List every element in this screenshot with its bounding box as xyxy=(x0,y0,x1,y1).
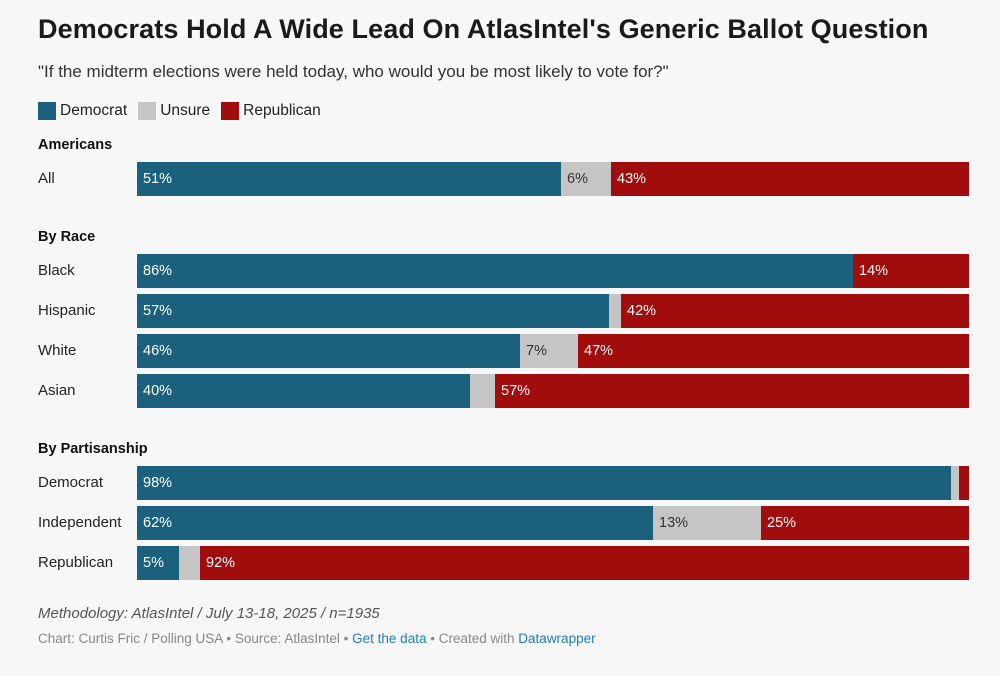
legend-swatch-democrat xyxy=(38,102,56,120)
bar-segment-republican: 42% xyxy=(621,294,969,328)
legend-label-democrat: Democrat xyxy=(60,102,128,119)
row-label-democrat: Democrat xyxy=(38,474,104,491)
row-label-white: White xyxy=(38,342,77,359)
bar-segment-democrat: 86% xyxy=(137,254,853,288)
group-label-by-partisanship: By Partisanship xyxy=(38,441,148,457)
group-label-by-race: By Race xyxy=(38,229,96,245)
bar-segment-democrat: 46% xyxy=(137,334,520,368)
get-the-data-link[interactable]: Get the data xyxy=(352,631,427,646)
bar-black: 86% 14% xyxy=(137,254,969,288)
row-label-asian: Asian xyxy=(38,382,76,399)
bar-segment-democrat: 98% xyxy=(137,466,951,500)
chart-title: Democrats Hold A Wide Lead On AtlasIntel… xyxy=(38,14,929,44)
footer-created-with: Created with xyxy=(438,631,515,646)
bar-white: 46% 7% 47% xyxy=(137,334,969,368)
bar-segment-democrat: 62% xyxy=(137,506,653,540)
methodology-note: Methodology: AtlasIntel / July 13-18, 20… xyxy=(38,605,380,622)
bar-segment-unsure: 6% xyxy=(561,162,611,196)
bar-segment-democrat: 57% xyxy=(137,294,609,328)
bar-segment-unsure: 13% xyxy=(653,506,761,540)
datawrapper-link[interactable]: Datawrapper xyxy=(518,631,596,646)
bar-segment-republican: 14% xyxy=(853,254,969,288)
legend-label-republican: Republican xyxy=(243,102,321,119)
footer-separator: • xyxy=(226,631,232,646)
legend-item-democrat: Democrat xyxy=(38,102,127,120)
footer-source: Source: AtlasIntel xyxy=(234,631,340,646)
bar-independent: 62% 13% 25% xyxy=(137,506,969,540)
row-label-black: Black xyxy=(38,262,75,279)
bar-segment-democrat: 40% xyxy=(137,374,470,408)
row-label-republican: Republican xyxy=(38,554,114,571)
legend-item-republican: Republican xyxy=(221,102,321,120)
legend-label-unsure: Unsure xyxy=(160,102,211,119)
bar-segment-democrat: 5% xyxy=(137,546,179,580)
legend-swatch-republican xyxy=(221,102,240,120)
legend: Democrat Unsure Republican xyxy=(38,102,332,120)
footer-chart-credit: Chart: Curtis Fric / Polling USA xyxy=(38,631,223,646)
bar-segment-republican: 25% xyxy=(761,506,969,540)
bar-segment-unsure: 7% xyxy=(520,334,578,368)
bar-segment-unsure xyxy=(470,374,495,408)
bar-asian: 40% 57% xyxy=(137,374,969,408)
row-label-hispanic: Hispanic xyxy=(38,302,96,319)
bar-segment-unsure xyxy=(179,546,200,580)
bar-segment-unsure xyxy=(951,466,959,500)
bar-segment-republican: 57% xyxy=(495,374,969,408)
bar-segment-unsure xyxy=(609,294,621,328)
bar-democrat: 98% xyxy=(137,466,969,500)
bar-all: 51% 6% 43% xyxy=(137,162,969,196)
footer-separator: • xyxy=(343,631,349,646)
footer: Chart: Curtis Fric / Polling USA • Sourc… xyxy=(38,631,596,646)
bar-segment-republican xyxy=(959,466,969,500)
chart-subtitle: "If the midterm elections were held toda… xyxy=(38,62,669,81)
legend-swatch-unsure xyxy=(138,102,157,120)
bar-segment-democrat: 51% xyxy=(137,162,561,196)
row-label-independent: Independent xyxy=(38,514,122,531)
bar-segment-republican: 47% xyxy=(578,334,969,368)
bar-segment-republican: 92% xyxy=(200,546,969,580)
footer-separator: • xyxy=(430,631,435,646)
group-label-americans: Americans xyxy=(38,137,113,153)
bar-hispanic: 57% 42% xyxy=(137,294,969,328)
bar-segment-republican: 43% xyxy=(611,162,969,196)
legend-item-unsure: Unsure xyxy=(138,102,210,120)
row-label-all: All xyxy=(38,170,55,187)
bar-republican: 5% 92% xyxy=(137,546,969,580)
